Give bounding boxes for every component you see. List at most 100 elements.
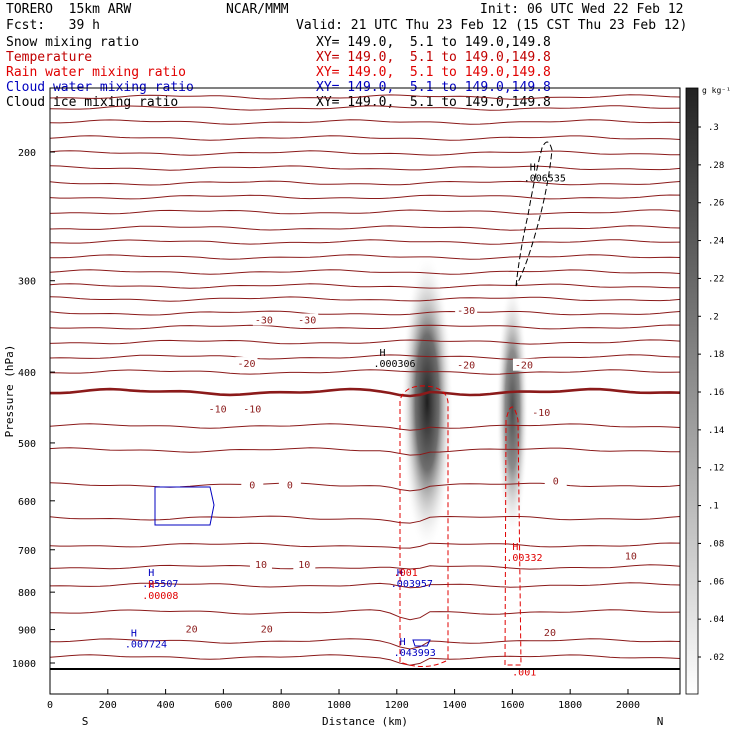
isotherm-line: [49, 119, 681, 125]
isotherm-label: -10: [209, 404, 227, 415]
isotherm-label-bg: [255, 622, 278, 635]
cloud-contour-left: [154, 486, 215, 526]
extremum-value: .006535: [524, 174, 566, 185]
extremum-value: .007724: [125, 640, 167, 651]
extremum-value: .00332: [506, 553, 542, 564]
isotherm-label-bg: [241, 402, 264, 415]
mixing-ratio-contour-layer: [154, 141, 553, 667]
y-tick-label: 500: [18, 439, 36, 450]
fcst-label: Fcst: 39 h: [6, 18, 100, 33]
x-tick-label: 1000: [327, 700, 351, 711]
isotherm-line: [49, 447, 680, 456]
colorbar-tick-label: .24: [708, 237, 724, 247]
y-tick-label: 800: [18, 588, 36, 599]
extremum-marker: H: [131, 629, 137, 640]
x-tick-label: 1200: [385, 700, 409, 711]
isotherm-line: [49, 482, 681, 492]
org-label: NCAR/MMM: [226, 2, 289, 17]
rain-contour-main: [399, 385, 449, 667]
isotherm-line: [49, 105, 681, 111]
snow-blob-main: [401, 252, 454, 553]
isotherm-label-bg: [241, 478, 264, 491]
isotherm-label-bg: [296, 313, 319, 326]
isotherm-label-bg: [538, 626, 561, 639]
snow-blob-secondary: [496, 279, 529, 540]
isotherm-line: [49, 225, 681, 231]
isotherm-line: [49, 269, 681, 275]
isotherm-label: -30: [457, 306, 475, 317]
isotherm-line: [49, 542, 681, 549]
isotherm-label: 0: [287, 481, 293, 492]
isotherm-line: [49, 339, 681, 345]
snow-shading-layer: [401, 252, 529, 553]
y-tick-label: 900: [18, 626, 36, 637]
colorbar-tick-label: .22: [708, 274, 724, 284]
isotherm-line: [49, 564, 681, 570]
colorbar-tick-label: .26: [708, 199, 724, 209]
isotherm-line: [49, 654, 681, 666]
isotherm-label-bg: [235, 357, 258, 370]
extremum-marker: H: [148, 580, 154, 591]
isotherm-line: [49, 194, 681, 200]
extremum-marker: H: [512, 542, 518, 553]
colorbar-tick-label: .02: [708, 653, 724, 663]
isotherm-line: [49, 324, 681, 330]
x-tick-label: 1400: [443, 700, 467, 711]
y-tick-label: 700: [18, 546, 36, 557]
colorbar-tick-label: .28: [708, 161, 724, 171]
isotherm-line: [49, 180, 681, 186]
plot-frame: [49, 87, 681, 695]
colorbar-tick-label: .14: [708, 426, 724, 436]
colorbar-tick-label: .08: [708, 539, 724, 549]
y-tick-label: 200: [18, 148, 36, 159]
cloud-contour-center: [412, 639, 431, 647]
isotherm-label-bg: [455, 358, 478, 371]
x-tick-label: 400: [157, 700, 175, 711]
isotherm-label: -20: [457, 361, 475, 372]
isotherm-label-bg: [180, 622, 203, 635]
isotherm-label-bg: [544, 474, 567, 487]
x-axis-label: Distance (km): [322, 715, 408, 728]
isotherm-label: -20: [515, 361, 533, 372]
field-snow-name: Snow mixing ratio: [6, 35, 140, 50]
colorbar-tick-label: .04: [708, 615, 724, 625]
isotherm-line: [50, 254, 681, 260]
isotherm-line: [49, 135, 681, 141]
x-tick-label: 2000: [616, 700, 640, 711]
isotherm-line: [50, 638, 681, 650]
isotherm-label-bg: [278, 478, 301, 491]
isotherm-line: [49, 94, 681, 100]
extremum-marker: H: [530, 163, 536, 174]
y-tick-label: 400: [18, 368, 36, 379]
x-tick-label: 0: [47, 700, 53, 711]
rain-contour-secondary: [504, 406, 522, 666]
isotherm-line: [49, 296, 681, 302]
field-rain-xy: XY= 149.0, 5.1 to 149.0,149.8: [316, 65, 551, 80]
isotherm-zero: [50, 387, 681, 398]
colorbar-layer: g kg⁻¹ .3 .28 .26 .24 .22 .2 .18 .16 .14 .12 .1 .08.…: [685, 86, 731, 695]
isotherm-line: [49, 310, 681, 316]
isotherm-label: 10: [255, 560, 267, 571]
isotherm-line: [49, 582, 681, 589]
y-tick-label: 600: [18, 497, 36, 508]
isotherm-line: [49, 354, 681, 360]
y-tick-label: 1000: [12, 659, 36, 670]
isotherm-label-bg: [252, 313, 275, 326]
extremum-value: .000306: [373, 359, 415, 370]
isotherm-line: [49, 423, 681, 431]
north-end-label: N: [657, 715, 664, 728]
ice-contour: [515, 141, 553, 287]
label-layer: -30 -30 -30 -20 -20 -20 -10 -10 -10 0 0 0 10 10 10 20 20…: [125, 163, 642, 679]
x-tick-label: 1800: [558, 700, 582, 711]
extremum-value: .001: [512, 668, 536, 679]
x-tick-label: 200: [99, 700, 117, 711]
colorbar-tick-label: .12: [708, 464, 724, 474]
field-temp-xy: XY= 149.0, 5.1 to 149.0,149.8: [316, 50, 551, 65]
model-label: TORERO 15km ARW: [6, 2, 132, 17]
isotherm-line: [49, 150, 681, 156]
isotherm-line: [49, 283, 680, 289]
isotherm-label: 0: [553, 477, 559, 488]
isotherm-line: [49, 369, 681, 375]
colorbar-bar: [685, 87, 699, 695]
